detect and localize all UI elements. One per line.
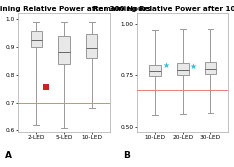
Point [191,65,195,67]
PathPatch shape [205,62,216,74]
PathPatch shape [150,65,161,76]
Title: Remaining Relative Power after 300 Hours: Remaining Relative Power after 300 Hours [0,6,151,12]
Text: A: A [5,151,12,160]
Point [164,63,168,66]
PathPatch shape [58,36,70,63]
Point [44,86,48,89]
Title: Remaining Relative Power after 1000 Hours: Remaining Relative Power after 1000 Hour… [93,6,234,12]
PathPatch shape [177,63,189,75]
Text: B: B [124,151,131,160]
PathPatch shape [86,34,97,58]
PathPatch shape [31,31,42,47]
